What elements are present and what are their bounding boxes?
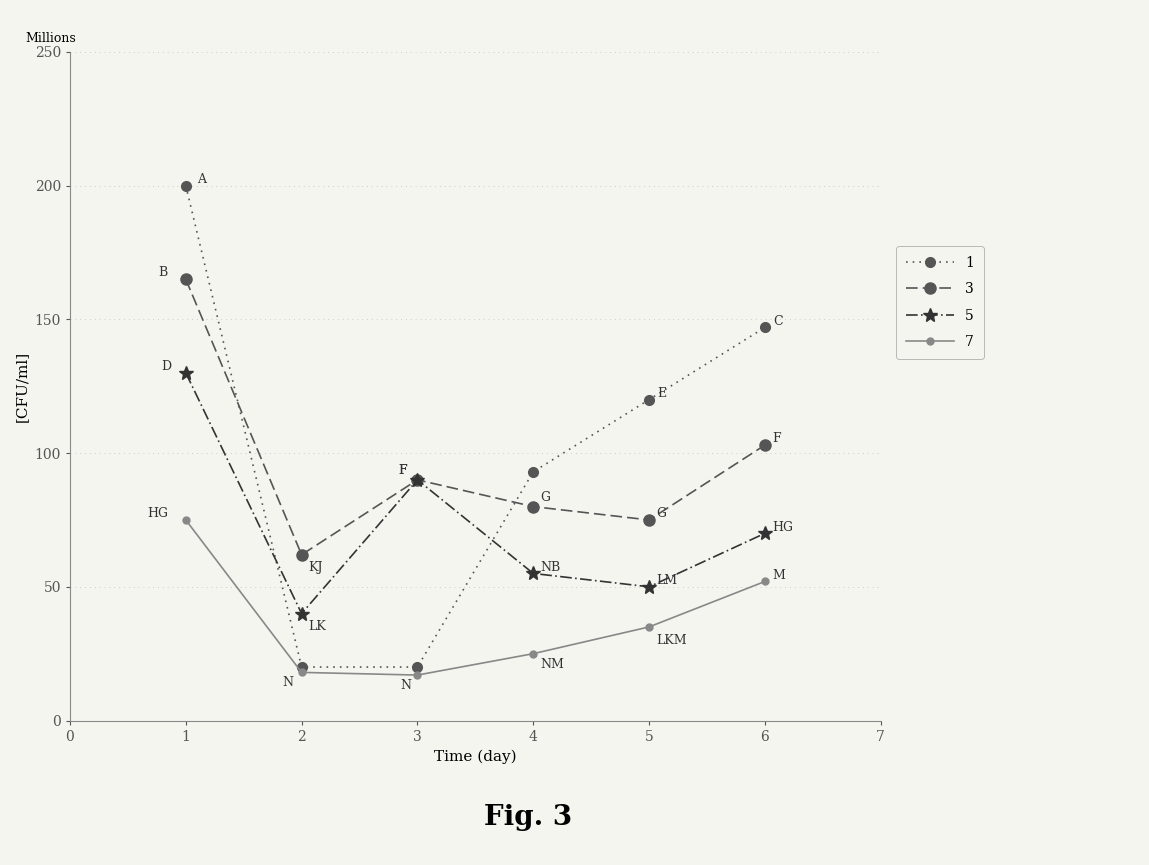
1: [526, 466, 540, 477]
5: [526, 568, 540, 579]
Text: Fig. 3: Fig. 3: [485, 804, 572, 831]
Text: M: M: [772, 568, 785, 581]
Text: E: E: [657, 387, 666, 400]
Text: F: F: [398, 465, 407, 477]
3: [410, 475, 424, 485]
Text: A: A: [196, 173, 206, 186]
5: [294, 608, 308, 618]
Text: LM: LM: [656, 574, 677, 587]
Text: LKM: LKM: [656, 633, 687, 647]
Legend: 1, 3, 5, 7: 1, 3, 5, 7: [896, 247, 984, 359]
5: [410, 475, 424, 485]
1: [758, 323, 772, 333]
Y-axis label: [CFU/ml]: [CFU/ml]: [15, 350, 29, 422]
7: [179, 515, 193, 525]
Line: 1: 1: [180, 181, 770, 672]
7: [758, 576, 772, 586]
Text: F: F: [398, 465, 407, 477]
Text: N: N: [401, 679, 411, 692]
Text: G: G: [540, 491, 550, 504]
1: [179, 181, 193, 191]
X-axis label: Time (day): Time (day): [434, 749, 517, 764]
Line: 7: 7: [183, 516, 769, 678]
5: [179, 368, 193, 378]
7: [642, 622, 656, 632]
1: [410, 662, 424, 672]
5: [642, 581, 656, 592]
Text: HG: HG: [772, 521, 793, 534]
Text: Millions: Millions: [25, 32, 76, 45]
3: [642, 515, 656, 525]
3: [758, 440, 772, 451]
Text: B: B: [159, 266, 168, 279]
Text: HG: HG: [147, 507, 168, 520]
7: [526, 649, 540, 659]
Line: 5: 5: [179, 366, 772, 620]
3: [526, 502, 540, 512]
Text: NB: NB: [540, 561, 561, 573]
Text: NM: NM: [540, 657, 564, 670]
Text: LK: LK: [309, 620, 326, 633]
5: [758, 529, 772, 539]
1: [642, 394, 656, 405]
7: [410, 670, 424, 680]
1: [294, 662, 308, 672]
Text: C: C: [773, 315, 782, 328]
Text: N: N: [283, 676, 293, 689]
Text: KJ: KJ: [309, 561, 323, 574]
7: [294, 667, 308, 677]
Text: D: D: [161, 360, 171, 373]
Text: G: G: [656, 507, 666, 520]
Line: 3: 3: [180, 273, 771, 561]
Text: F: F: [772, 432, 780, 445]
3: [294, 549, 308, 560]
3: [179, 274, 193, 285]
